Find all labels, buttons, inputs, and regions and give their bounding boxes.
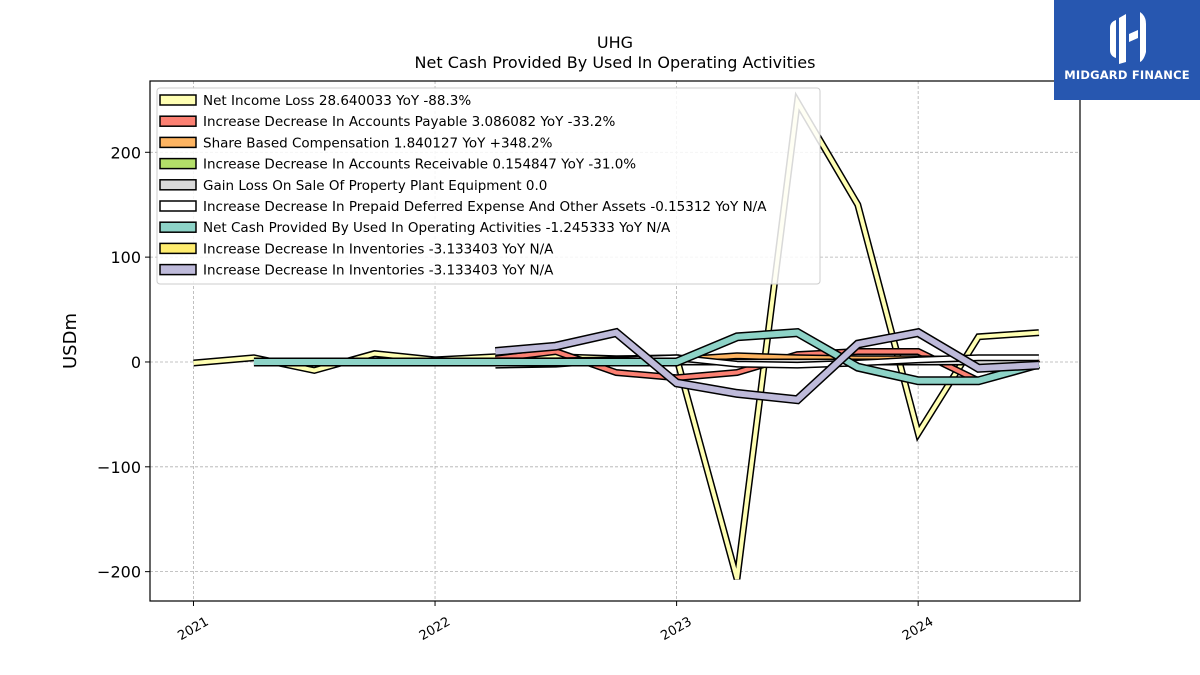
plot-frame [149,80,1081,602]
legend-entry: Increase Decrease In Inventories -3.1334… [203,241,554,257]
y-tick-label: −100 [97,458,141,477]
legend-swatch [159,136,197,149]
legend-entry: Gain Loss On Sale Of Property Plant Equi… [203,178,547,194]
y-tick-label: 0 [131,353,141,372]
chart-subtitle: Net Cash Provided By Used In Operating A… [415,53,816,72]
x-tick-label: 2022 [417,614,453,644]
legend-swatch [159,179,197,191]
legend-swatch [159,263,197,276]
legend-entry: Net Income Loss 28.640033 YoY -88.3% [203,93,471,109]
brand-logo: MIDGARD FINANCE [1054,0,1200,100]
series-line-fill [495,329,1040,403]
legend-entry: Increase Decrease In Accounts Payable 3.… [203,114,616,130]
y-tick-label: 200 [110,143,141,162]
y-tick-label: −200 [97,563,141,582]
legend-box [156,87,821,285]
brand-name: MIDGARD FINANCE [1064,68,1190,82]
series-line [495,327,1040,405]
legend: Net Income Loss 28.640033 YoY -88.3% Incr… [156,87,821,285]
legend-swatch [159,157,197,170]
legend-swatch [159,221,197,233]
x-tick-label: 2023 [658,614,694,644]
brand-mark-icon [1110,12,1146,64]
legend-entry: Net Cash Provided By Used In Operating A… [203,220,671,236]
legend-entry: Share Based Compensation 1.840127 YoY +3… [203,135,553,151]
legend-swatch [159,242,197,255]
series-lines [193,91,1041,580]
legend-swatch [159,200,197,212]
x-tick-label: 2021 [175,614,211,644]
legend-swatch [159,115,197,127]
y-tick-label: 100 [110,248,141,267]
x-tick-label: 2024 [900,614,936,644]
legend-entry: Increase Decrease In Inventories -3.1334… [203,263,554,279]
legend-entry: Increase Decrease In Accounts Receivable… [203,157,636,173]
y-axis-label: USDm [60,313,81,369]
legend-swatch [159,94,197,106]
chart-title: UHG [597,33,633,52]
legend-entry: Increase Decrease In Prepaid Deferred Ex… [203,199,767,215]
